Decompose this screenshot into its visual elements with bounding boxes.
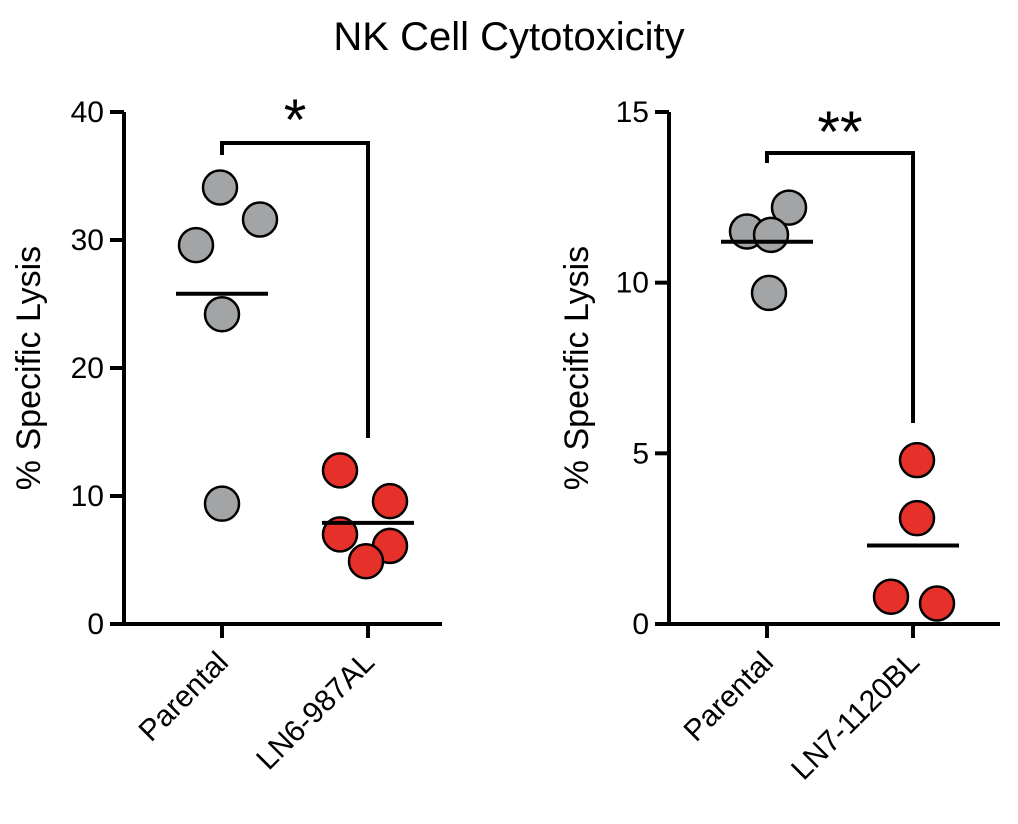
- x-category-label: LN6-987AL: [250, 646, 381, 777]
- significance-bracket-b: [765, 151, 915, 423]
- y-ticks-a: 0 10 20 30 40: [71, 96, 124, 641]
- significance-label-a: *: [284, 88, 307, 153]
- data-point: [203, 485, 241, 522]
- data-point: [770, 189, 808, 226]
- x-categories-a: Parental LN6-987AL: [133, 624, 381, 776]
- x-category-label: Parental: [133, 646, 235, 748]
- data-point: [321, 516, 359, 553]
- y-tick-label: 10: [71, 480, 104, 513]
- y-tick-label: 40: [71, 96, 104, 129]
- y-tick-label: 5: [632, 437, 649, 470]
- data-point: [321, 452, 359, 489]
- data-point: [898, 499, 936, 537]
- y-ticks-b: 0 5 10 15: [616, 96, 669, 641]
- data-point: [177, 226, 215, 264]
- x-categories-b: Parental LN7-1120BL: [678, 624, 926, 786]
- y-tick-label: 0: [87, 608, 104, 641]
- x-category-label: LN7-1120BL: [785, 646, 926, 787]
- significance-label-b: **: [817, 100, 862, 165]
- data-point: [203, 295, 241, 333]
- y-tick-label: 0: [632, 608, 649, 641]
- chart-panel-a: % Specific Lysis 0 10 20 30 40 Parental LN6-9…: [10, 88, 442, 776]
- mean-lines-b: [721, 239, 959, 548]
- data-point: [241, 201, 279, 238]
- y-tick-label: 15: [616, 96, 649, 129]
- data-point: [872, 578, 910, 615]
- mean-lines-a: [176, 291, 414, 525]
- chart-panel-b: % Specific Lysis 0 5 10 15 Parental LN7-1120…: [558, 96, 1000, 786]
- y-axis-label-b: % Specific Lysis: [558, 246, 596, 490]
- data-point: [347, 543, 385, 580]
- data-points-b: [728, 189, 956, 622]
- data-point: [201, 169, 239, 206]
- data-point: [371, 482, 409, 520]
- data-point: [752, 216, 790, 254]
- y-tick-label: 30: [71, 224, 104, 257]
- y-tick-label: 10: [616, 267, 649, 300]
- figure-title: NK Cell Cytotoxicity: [333, 15, 684, 59]
- data-points-a: [177, 169, 409, 580]
- data-point: [918, 585, 956, 622]
- y-tick-label: 20: [71, 352, 104, 385]
- data-point: [750, 274, 788, 312]
- significance-bracket-a: [220, 141, 370, 438]
- data-point: [898, 441, 936, 479]
- x-category-label: Parental: [678, 646, 780, 748]
- y-axis-label-a: % Specific Lysis: [10, 246, 48, 490]
